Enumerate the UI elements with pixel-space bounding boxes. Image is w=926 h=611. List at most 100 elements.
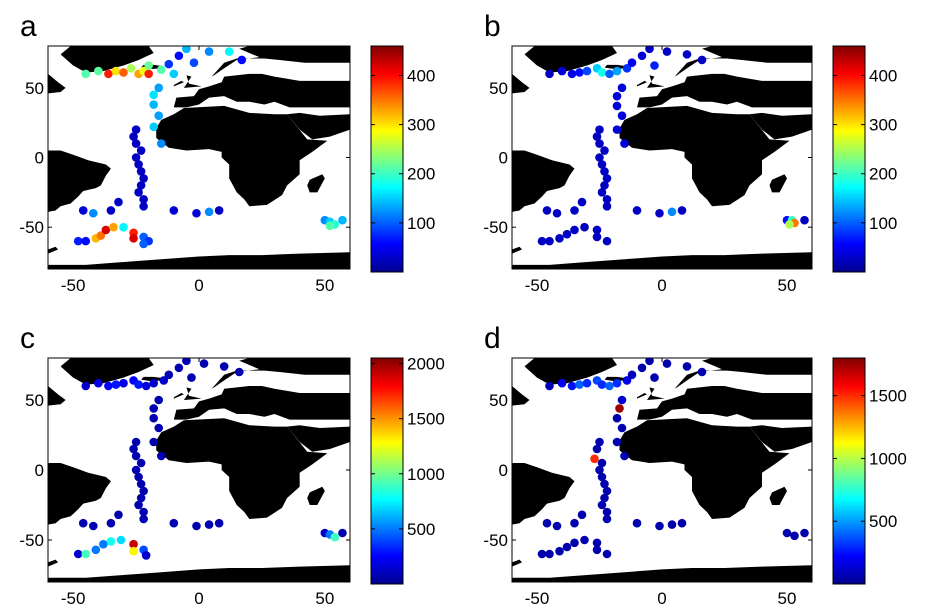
data-point bbox=[139, 195, 148, 204]
data-point bbox=[136, 493, 146, 503]
data-point bbox=[114, 197, 123, 207]
data-point bbox=[645, 358, 654, 366]
colorbar-tick-label: 300 bbox=[869, 116, 897, 135]
data-point bbox=[156, 139, 166, 148]
data-point bbox=[204, 47, 214, 56]
data-point bbox=[612, 66, 622, 76]
data-point bbox=[537, 236, 547, 246]
data-point bbox=[545, 69, 554, 79]
data-point bbox=[602, 195, 612, 204]
data-point bbox=[141, 551, 151, 560]
data-point bbox=[575, 380, 584, 389]
data-point bbox=[557, 66, 567, 76]
data-point bbox=[114, 510, 123, 520]
colorbar-tick-label: 200 bbox=[407, 165, 435, 184]
data-point bbox=[612, 125, 622, 134]
colorbar bbox=[832, 45, 866, 273]
data-point bbox=[204, 520, 214, 529]
data-point bbox=[159, 376, 169, 385]
y-tick-label: 50 bbox=[489, 79, 508, 98]
x-tick-label: 50 bbox=[778, 589, 797, 608]
data-point bbox=[119, 222, 128, 232]
data-point bbox=[602, 236, 612, 246]
data-point bbox=[602, 201, 612, 211]
data-point bbox=[81, 236, 91, 246]
data-point bbox=[99, 539, 108, 549]
x-tick-label: -50 bbox=[525, 589, 550, 608]
x-tick-label: -50 bbox=[61, 276, 86, 295]
y-tick-label: -50 bbox=[19, 531, 44, 550]
data-point bbox=[602, 507, 612, 517]
data-point bbox=[800, 215, 809, 225]
data-point bbox=[600, 146, 609, 155]
data-point bbox=[597, 68, 607, 77]
x-tick-label: 50 bbox=[315, 589, 334, 608]
data-point bbox=[78, 518, 88, 528]
data-point bbox=[662, 47, 672, 56]
y-tick-label: 50 bbox=[489, 391, 508, 410]
data-point bbox=[637, 51, 647, 61]
data-point bbox=[134, 188, 143, 197]
data-point bbox=[131, 153, 141, 162]
data-point bbox=[136, 181, 146, 190]
data-point bbox=[557, 378, 567, 388]
data-point bbox=[144, 69, 153, 79]
data-point bbox=[219, 362, 229, 371]
data-point bbox=[612, 91, 622, 101]
data-point bbox=[182, 358, 191, 366]
data-point bbox=[590, 454, 599, 464]
data-point bbox=[597, 160, 607, 169]
data-point bbox=[597, 500, 607, 510]
data-point bbox=[214, 518, 224, 528]
data-point bbox=[592, 545, 602, 555]
data-point bbox=[154, 423, 164, 433]
data-point bbox=[620, 451, 629, 461]
data-point bbox=[234, 367, 244, 377]
x-tick-label: -50 bbox=[525, 276, 550, 295]
data-point bbox=[567, 69, 577, 79]
data-point bbox=[154, 395, 164, 405]
data-point bbox=[129, 234, 138, 243]
colorbar bbox=[370, 357, 404, 585]
data-point bbox=[555, 234, 564, 243]
data-point bbox=[582, 378, 592, 388]
data-point bbox=[94, 378, 103, 388]
data-point bbox=[637, 363, 647, 373]
data-point bbox=[136, 458, 146, 468]
data-point bbox=[592, 232, 602, 242]
colorbar bbox=[370, 45, 404, 273]
data-point bbox=[627, 58, 637, 68]
colorbar-tick-label: 2000 bbox=[407, 355, 445, 374]
data-point bbox=[612, 413, 622, 423]
data-point bbox=[605, 381, 614, 391]
colorbar-tick-label: 300 bbox=[407, 116, 435, 135]
data-point bbox=[650, 373, 659, 382]
data-point bbox=[655, 208, 664, 218]
data-point bbox=[136, 167, 146, 176]
colorbar-tick-label: 1000 bbox=[869, 449, 907, 468]
data-point bbox=[134, 500, 143, 510]
data-point bbox=[126, 64, 136, 73]
data-point bbox=[149, 90, 158, 100]
data-point bbox=[156, 65, 166, 74]
data-point bbox=[119, 68, 128, 77]
data-point bbox=[156, 451, 166, 461]
data-point bbox=[632, 518, 642, 528]
data-point bbox=[595, 153, 604, 162]
data-point bbox=[595, 465, 604, 475]
colorbar-tick-label: 500 bbox=[869, 512, 897, 531]
data-point bbox=[149, 413, 158, 423]
data-point bbox=[136, 146, 146, 155]
data-point bbox=[612, 378, 622, 388]
colorbar-tick-label: 1000 bbox=[407, 465, 445, 484]
y-tick-label: 0 bbox=[499, 149, 508, 168]
data-point bbox=[131, 139, 141, 148]
data-point bbox=[682, 362, 692, 371]
data-point bbox=[662, 359, 672, 368]
data-point bbox=[597, 380, 607, 389]
data-point bbox=[129, 132, 138, 141]
data-point bbox=[537, 549, 547, 559]
data-point bbox=[134, 472, 143, 482]
data-point bbox=[612, 101, 622, 111]
data-point bbox=[580, 222, 589, 232]
